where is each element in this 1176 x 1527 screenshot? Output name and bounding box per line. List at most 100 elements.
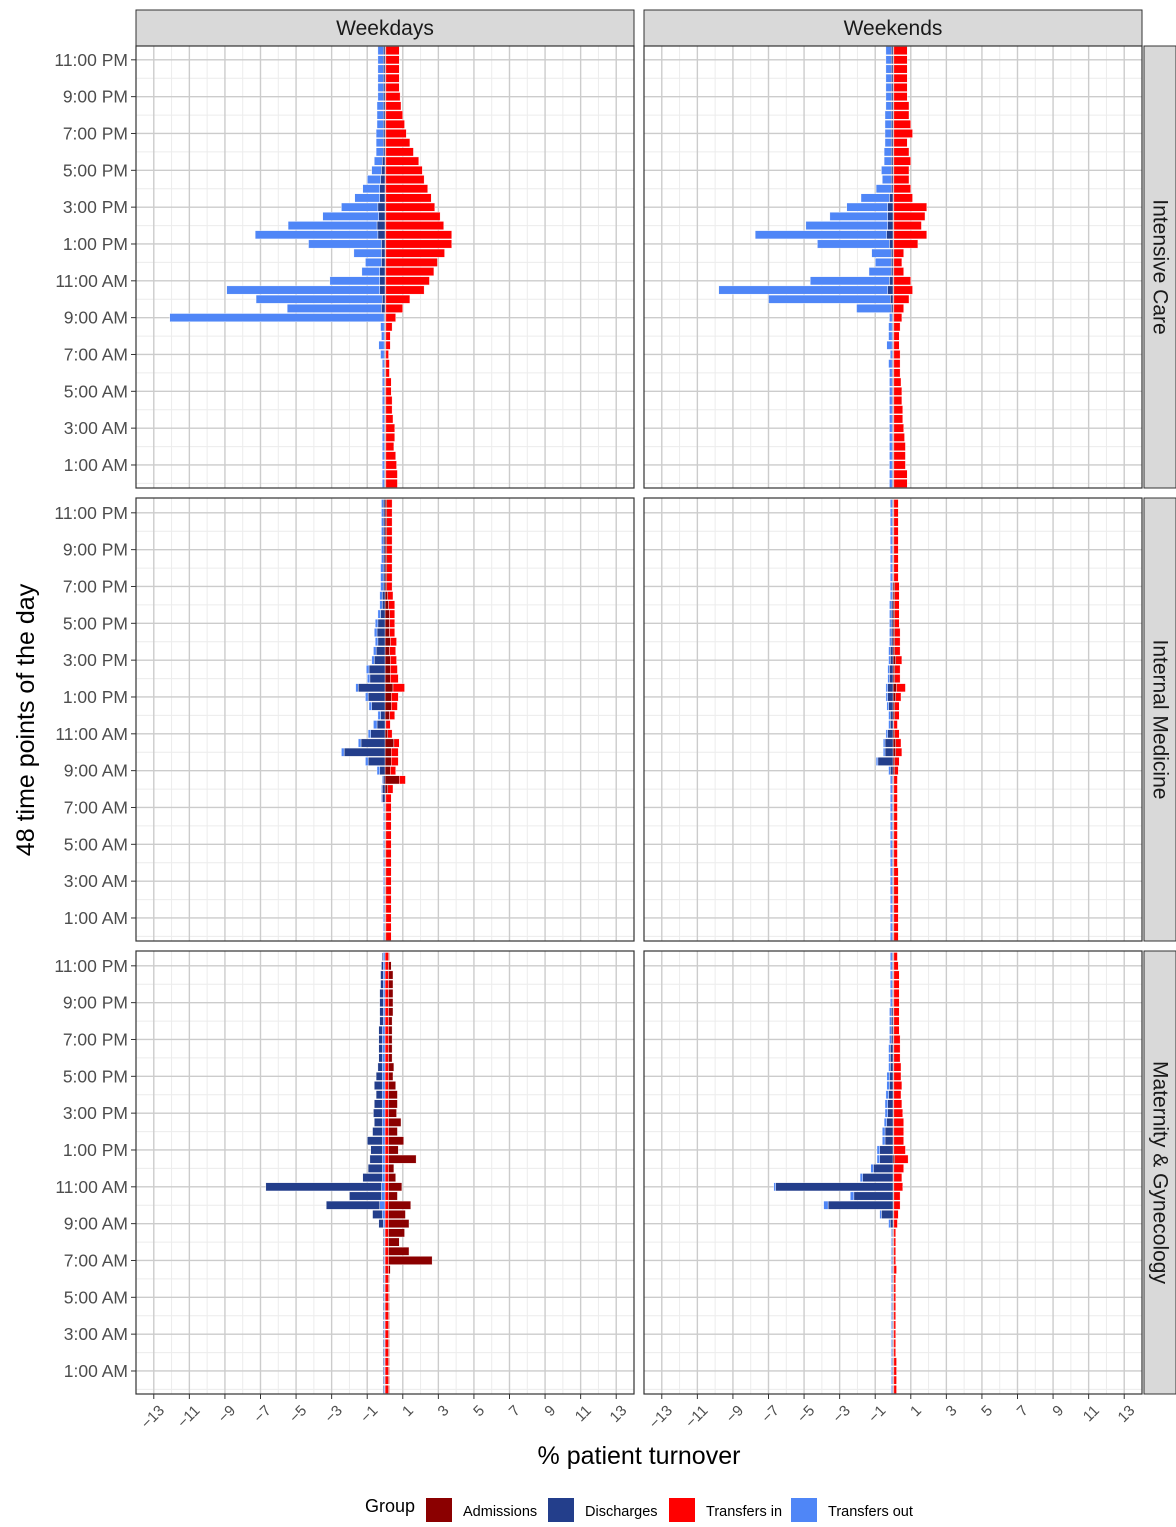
- bar-transfers-out: [890, 793, 893, 803]
- bar-discharges: [381, 248, 386, 258]
- bar-discharges: [375, 1090, 383, 1100]
- bar-discharges: [381, 239, 386, 249]
- bar-transfers-out: [891, 1265, 893, 1275]
- bar-transfers-out: [353, 248, 382, 258]
- bar-transfers-in: [893, 433, 905, 442]
- bar-transfers-out: [882, 175, 892, 184]
- bar-discharges: [377, 618, 386, 628]
- bar-transfers-out: [380, 563, 384, 573]
- bar-transfers-in: [894, 757, 900, 766]
- panel-border: [135, 45, 635, 489]
- bar-discharges: [891, 83, 894, 92]
- bar-transfers-in: [384, 1016, 389, 1026]
- bar-transfers-in: [384, 1191, 389, 1201]
- bar-admissions: [892, 1154, 895, 1164]
- bar-transfers-in: [385, 165, 423, 175]
- bar-admissions: [892, 757, 895, 766]
- bar-admissions: [388, 1200, 411, 1210]
- bar-transfers-out: [382, 1108, 386, 1118]
- bar-transfers-in: [893, 221, 922, 230]
- bar-transfers-out: [376, 101, 384, 111]
- bar-discharges: [383, 1385, 385, 1394]
- bar-transfers-out: [889, 469, 893, 479]
- bar-transfers-out: [382, 433, 385, 442]
- bar-transfers-out: [888, 322, 893, 332]
- y-tick-label: 5:00 AM: [64, 1287, 128, 1307]
- bar-discharges: [383, 1320, 385, 1330]
- bar-admissions: [388, 1219, 410, 1228]
- bar-transfers-out: [889, 423, 893, 433]
- bar-transfers-out: [868, 267, 892, 276]
- bar-transfers-in: [384, 961, 389, 971]
- bar-transfers-out: [381, 793, 383, 803]
- bar-transfers-out: [383, 904, 385, 914]
- bar-discharges: [383, 1274, 385, 1284]
- bar-transfers-in: [384, 1099, 389, 1109]
- bar-transfers-out: [890, 517, 893, 527]
- bar-discharges: [383, 545, 386, 554]
- bar-transfers-out: [383, 839, 385, 849]
- bar-admissions: [384, 738, 395, 748]
- bar-transfers-in: [385, 294, 411, 304]
- bar-transfers-out: [286, 304, 382, 313]
- bar-discharges: [877, 757, 894, 766]
- bar-transfers-in: [384, 1145, 389, 1155]
- bar-transfers-out: [375, 637, 379, 647]
- bar-admissions: [892, 766, 895, 775]
- bar-discharges: [891, 110, 894, 120]
- bar-transfers-in: [893, 1118, 904, 1127]
- bar-transfers-in: [384, 1265, 389, 1275]
- bar-transfers-out: [890, 952, 893, 961]
- bar-transfers-in: [893, 340, 900, 350]
- bar-transfers-in: [386, 499, 393, 508]
- bar-transfers-in: [385, 423, 395, 433]
- bar-discharges: [891, 248, 894, 258]
- bar-transfers-out: [367, 175, 381, 184]
- bar-transfers-out: [884, 119, 892, 129]
- bar-transfers-in: [385, 46, 400, 55]
- facet-label-weekdays: Weekdays: [336, 17, 434, 40]
- y-tick-label: 11:00 PM: [54, 50, 128, 70]
- bar-transfers-in: [384, 1053, 389, 1063]
- bar-transfers-in: [893, 1366, 897, 1376]
- bar-transfers-in: [385, 193, 432, 203]
- panel-border: [643, 497, 1143, 942]
- bar-transfers-in: [893, 460, 906, 470]
- bar-transfers-in: [385, 239, 452, 249]
- bar-transfers-out: [377, 83, 384, 92]
- y-tick-label: 7:00 AM: [64, 1250, 128, 1270]
- bar-transfers-in: [893, 1311, 896, 1321]
- bar-transfers-out: [884, 138, 892, 148]
- bar-admissions: [384, 665, 391, 674]
- bar-discharges: [889, 1081, 894, 1090]
- bar-transfers-out: [891, 1302, 893, 1311]
- bar-transfers-out: [383, 1007, 386, 1017]
- bar-transfers-out: [374, 156, 383, 166]
- bar-transfers-in: [385, 230, 452, 240]
- bar-discharges: [383, 1265, 385, 1275]
- bar-transfers-in: [894, 1154, 909, 1164]
- bar-transfers-out: [381, 1182, 386, 1192]
- bar-transfers-in: [385, 932, 392, 941]
- bar-transfers-out: [382, 451, 385, 461]
- x-tick-label: −1: [357, 1402, 381, 1426]
- bar-discharges: [377, 1062, 383, 1072]
- bar-discharges: [379, 1016, 384, 1026]
- bar-transfers-in: [893, 1191, 901, 1201]
- bar-transfers-out: [382, 1136, 386, 1146]
- bar-transfers-in: [386, 545, 393, 554]
- bar-discharges: [891, 184, 894, 194]
- bar-discharges: [889, 665, 894, 674]
- bar-transfers-out: [887, 665, 890, 674]
- y-tick-label: 3:00 PM: [63, 650, 128, 670]
- bar-transfers-in: [894, 711, 900, 720]
- bar-discharges: [383, 1237, 385, 1247]
- bar-transfers-in: [893, 1173, 903, 1182]
- bar-transfers-in: [893, 1025, 900, 1035]
- bar-transfers-in: [385, 720, 391, 729]
- bar-transfers-in: [386, 572, 393, 582]
- bar-transfers-in: [893, 1035, 901, 1044]
- bar-transfers-in: [390, 665, 398, 674]
- bar-discharges: [381, 961, 384, 971]
- bar-transfers-in: [385, 101, 402, 111]
